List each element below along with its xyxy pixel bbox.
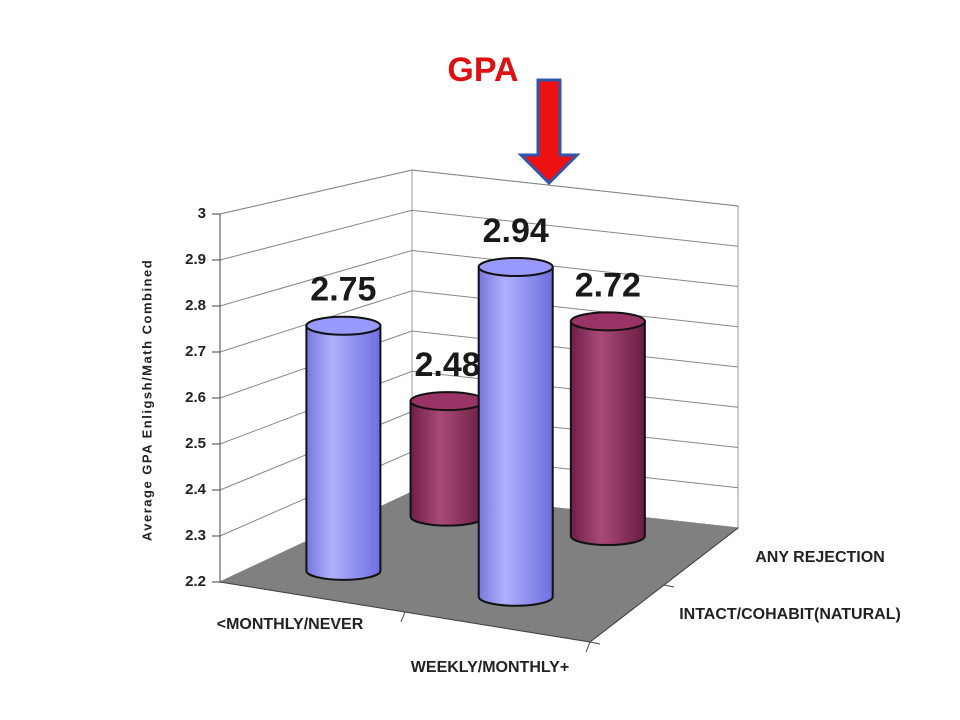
depth-tick	[589, 641, 601, 645]
bar-top	[477, 256, 554, 277]
y-tick-label: 2.7	[185, 343, 206, 360]
x-tick	[400, 611, 406, 623]
bar-top	[409, 391, 486, 412]
data-label: 2.75	[310, 271, 376, 309]
y-tick-label: 3	[198, 205, 206, 222]
y-tick-label: 2.9	[185, 251, 206, 268]
depth-tick	[663, 584, 675, 588]
y-tick-label: 2.8	[185, 297, 206, 314]
legend-label: ANY REJECTION	[755, 549, 885, 566]
y-tick-label: 2.3	[185, 527, 206, 544]
data-label: 2.94	[483, 212, 549, 250]
arrow	[517, 78, 581, 186]
legend-label: INTACT/COHABIT(NATURAL)	[679, 606, 901, 623]
y-tick-label: 2.4	[185, 481, 207, 498]
x-tick	[585, 641, 591, 653]
grid-line	[219, 249, 739, 307]
x-tick-label: <MONTHLY/NEVER	[217, 616, 364, 633]
bar-top	[305, 315, 382, 336]
y-axis-title: Average GPA Enligsh/Math Combined	[139, 259, 154, 541]
chart-title: GPA	[447, 51, 518, 89]
bar	[477, 265, 554, 607]
y-tick-label: 2.6	[185, 389, 206, 406]
y-tick-label: 2.5	[185, 435, 206, 452]
grid-line	[219, 209, 739, 261]
bar	[305, 324, 382, 581]
bar-top	[569, 311, 646, 332]
grid-line	[219, 169, 739, 215]
y-tick-label: 2.2	[185, 573, 206, 590]
data-label: 2.72	[575, 266, 641, 304]
bar	[409, 400, 486, 527]
data-label: 2.48	[414, 346, 480, 384]
x-tick-label: WEEKLY/MONTHLY+	[411, 659, 569, 676]
bar	[569, 320, 646, 547]
